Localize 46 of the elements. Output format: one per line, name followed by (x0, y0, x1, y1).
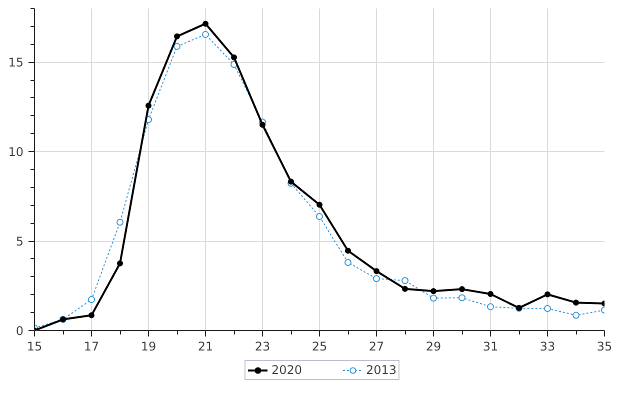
x-tick-label: 23 (254, 340, 270, 354)
point (573, 300, 579, 306)
point (430, 288, 436, 294)
point (174, 33, 180, 40)
y-tick-label: 0 (16, 324, 24, 338)
x-tick-label: 15 (26, 340, 42, 354)
x-tick-label: 35 (596, 340, 612, 354)
point (344, 259, 352, 266)
point (202, 30, 209, 38)
point (373, 275, 380, 282)
y-tick-label: 15 (8, 56, 24, 70)
x-tick-label: 21 (198, 340, 214, 354)
point (345, 248, 351, 254)
point (572, 312, 580, 319)
y-tick-label: 10 (8, 145, 24, 160)
x-tick-label: 17 (84, 340, 100, 354)
point (487, 303, 494, 310)
point (88, 312, 94, 318)
x-tick-label: 31 (482, 340, 498, 354)
point (117, 260, 123, 266)
point (544, 305, 551, 312)
legend-label: 2020 (271, 363, 302, 377)
legend-label: 2013 (366, 363, 397, 377)
point (544, 291, 550, 298)
x-tick-label: 19 (140, 340, 156, 354)
y-tick-label: 5 (16, 234, 24, 249)
point (174, 42, 180, 50)
point (146, 102, 152, 109)
x-tick-label: 29 (426, 340, 442, 354)
x-tick-label: 27 (368, 340, 384, 354)
x-tick-label: 25 (312, 340, 328, 354)
point (430, 294, 437, 302)
point (374, 268, 380, 274)
point (316, 213, 323, 220)
point (402, 277, 408, 284)
point (488, 291, 494, 297)
x-tick-label: 33 (540, 340, 556, 354)
point (116, 218, 124, 226)
point (260, 122, 266, 128)
point (316, 202, 322, 208)
point (88, 296, 95, 304)
point (231, 54, 237, 60)
point (402, 286, 408, 292)
point (202, 20, 208, 27)
point (459, 286, 465, 292)
point (458, 294, 466, 302)
